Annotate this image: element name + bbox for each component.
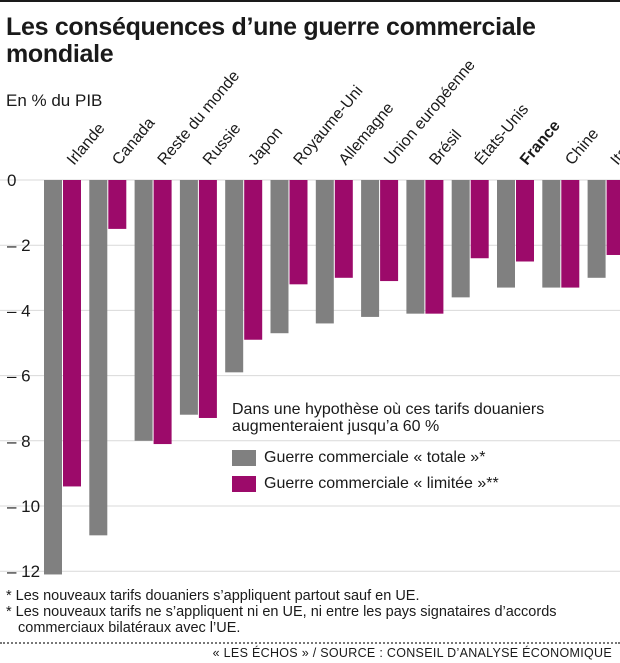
bar-limitee — [244, 180, 263, 340]
bar-limitee — [380, 180, 399, 282]
legend-item-limitee: Guerre commerciale « limitée »** — [232, 475, 499, 493]
bar-limitee — [198, 180, 217, 418]
bar-chart: 0 – 2 – 4 – 6 – 8 – 10 – 12 Irlande CanadaReste… — [0, 57, 620, 581]
bar-totale — [587, 180, 606, 278]
x-tick-label: Canada — [109, 115, 158, 169]
y-tick-label: – 12 — [7, 562, 40, 581]
bar-totale — [406, 180, 425, 314]
bar-limitee — [108, 180, 127, 229]
bar-limitee — [470, 180, 489, 259]
y-tick-label: – 6 — [7, 367, 31, 386]
bar-totale — [451, 180, 470, 298]
chart-title: Les conséquences d’une guerre commercial… — [6, 13, 536, 68]
x-tick-label: France — [517, 117, 564, 168]
bar-limitee — [63, 180, 81, 487]
x-tick-label: Reste du monde — [155, 68, 244, 169]
bar-limitee — [606, 180, 620, 255]
footnotes: * Les nouveaux tarifs douaniers s’appliq… — [6, 588, 612, 636]
bar-totale — [89, 180, 108, 536]
bar-totale — [179, 180, 198, 415]
bar-totale — [315, 180, 334, 324]
bar-totale — [44, 180, 62, 575]
unit-label: En % du PIB — [6, 91, 103, 110]
footnote-totale: * Les nouveaux tarifs douaniers s’appliq… — [6, 588, 420, 604]
bar-limitee — [425, 180, 444, 314]
bar-totale — [542, 180, 561, 288]
x-tick-label: Italie — [608, 132, 620, 169]
x-tick-label: Union européenne — [381, 57, 479, 169]
legend-swatch-totale — [232, 450, 256, 466]
legend-label-limitee: Guerre commerciale « limitée »** — [264, 475, 499, 492]
legend-item-totale: Guerre commerciale « totale »* — [232, 449, 485, 467]
source-credit: « LES ÉCHOS » / SOURCE : CONSEIL D’ANALY… — [212, 646, 612, 660]
x-tick-label: Brésil — [426, 127, 465, 169]
bars — [44, 180, 620, 575]
y-axis-ticks: 0 – 2 – 4 – 6 – 8 – 10 – 12 — [7, 171, 40, 581]
x-tick-label: Russie — [200, 120, 245, 168]
bar-totale — [361, 180, 380, 317]
bar-limitee — [516, 180, 534, 262]
bar-limitee — [561, 180, 580, 288]
top-rule — [0, 0, 620, 2]
legend-swatch-limitee — [232, 476, 256, 492]
x-tick-label: Irlande — [64, 120, 109, 168]
y-tick-label: – 8 — [7, 432, 31, 451]
bar-totale — [270, 180, 289, 334]
y-tick-label: 0 — [7, 171, 16, 190]
x-tick-label: Japon — [245, 124, 286, 168]
bar-totale — [225, 180, 244, 373]
y-tick-label: – 4 — [7, 301, 31, 320]
y-tick-label: – 10 — [7, 497, 40, 516]
footnote-limitee: * Les nouveaux tarifs ne s’appliquent ni… — [6, 604, 557, 636]
bar-limitee — [153, 180, 172, 445]
legend-label-totale: Guerre commerciale « totale »* — [264, 449, 486, 466]
dotted-separator — [0, 642, 620, 644]
bar-totale — [134, 180, 153, 441]
bar-limitee — [289, 180, 308, 285]
x-tick-label: Chine — [562, 126, 602, 169]
bar-limitee — [334, 180, 353, 278]
legend-title: Dans une hypothèse où ces tarifs douanie… — [232, 401, 545, 435]
bar-totale — [497, 180, 515, 288]
y-tick-label: – 2 — [7, 236, 31, 255]
